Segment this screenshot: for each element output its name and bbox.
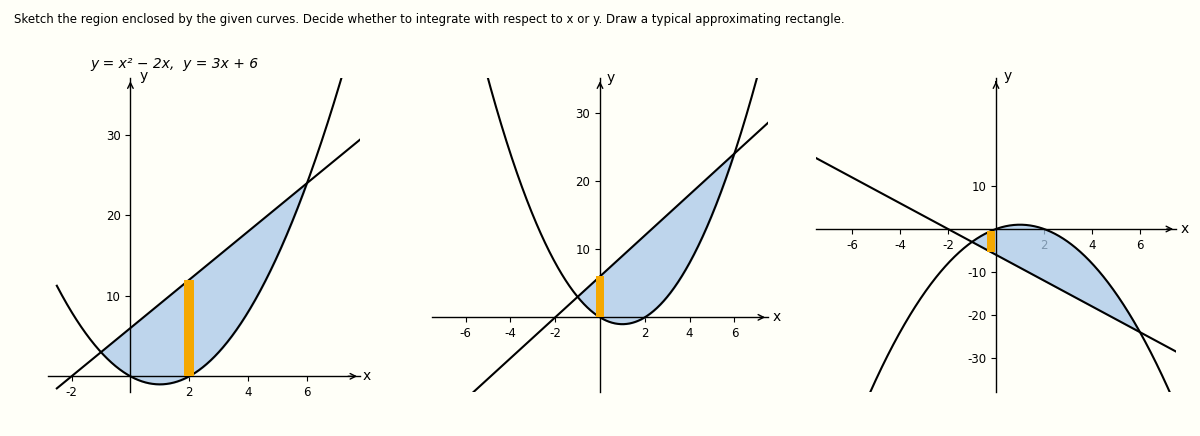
Bar	[184, 280, 194, 376]
Text: y: y	[607, 72, 614, 85]
Text: x: x	[773, 310, 781, 324]
Text: x: x	[1181, 222, 1189, 236]
Text: Sketch the region enclosed by the given curves. Decide whether to integrate with: Sketch the region enclosed by the given …	[14, 13, 845, 26]
Text: y: y	[139, 68, 148, 82]
Text: x: x	[362, 369, 371, 383]
Bar	[986, 231, 996, 252]
Text: y: y	[1003, 69, 1012, 83]
Text: y = x² − 2x,  y = 3x + 6: y = x² − 2x, y = 3x + 6	[90, 57, 258, 71]
Bar	[596, 276, 604, 317]
